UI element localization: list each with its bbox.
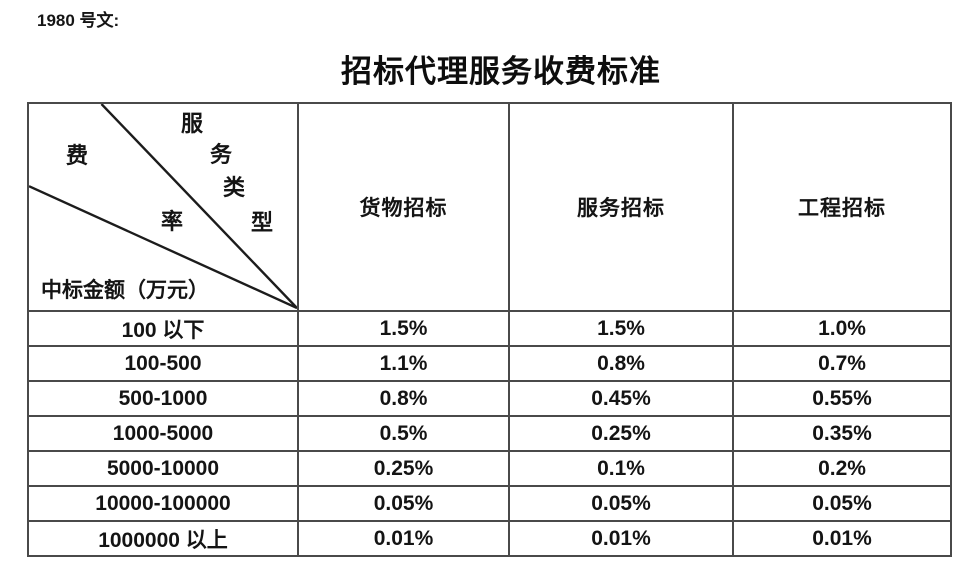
rate-value: 0.35%	[732, 415, 952, 452]
doc-number: 1980 号文:	[37, 11, 120, 30]
row-label-amount-range: 500-1000	[27, 380, 299, 417]
column-header-engineering: 工程招标	[732, 102, 952, 312]
corner-service-type-char: 务	[210, 142, 233, 167]
table-row: 1000-5000 0.5% 0.25% 0.35%	[27, 415, 952, 452]
diagonal-divider-lines	[29, 104, 297, 310]
rate-value: 0.25%	[508, 415, 734, 452]
corner-service-type-char: 类	[223, 175, 246, 200]
rate-value: 0.05%	[297, 485, 510, 522]
page-title: 招标代理服务收费标准	[341, 54, 661, 89]
rate-value: 0.1%	[508, 450, 734, 487]
rate-value: 0.2%	[732, 450, 952, 487]
rate-value: 0.8%	[297, 380, 510, 417]
rate-value: 0.05%	[732, 485, 952, 522]
rate-value: 1.5%	[508, 310, 734, 347]
row-label-amount-range: 1000000 以上	[27, 520, 299, 557]
table-row: 500-1000 0.8% 0.45% 0.55%	[27, 380, 952, 417]
corner-service-type-char: 服	[181, 111, 204, 136]
row-label-amount-range: 5000-10000	[27, 450, 299, 487]
row-label-amount-range: 10000-100000	[27, 485, 299, 522]
row-label-amount-range: 1000-5000	[27, 415, 299, 452]
row-axis-label: 中标金额（万元）	[41, 278, 209, 302]
corner-service-type-char: 型	[251, 210, 274, 235]
corner-header-cell: 服 务 类 型 费 率 中标金额（万元）	[27, 102, 299, 312]
fee-table-body: 100 以下 1.5% 1.5% 1.0% 100-500 1.1% 0.8% 0.7% 500…	[27, 310, 952, 557]
rate-value: 1.1%	[297, 345, 510, 382]
rate-value: 0.01%	[732, 520, 952, 557]
corner-rate-char: 率	[161, 209, 184, 234]
rate-value: 0.01%	[297, 520, 510, 557]
table-row: 1000000 以上 0.01% 0.01% 0.01%	[27, 520, 952, 557]
row-label-amount-range: 100 以下	[27, 310, 299, 347]
rate-value: 1.5%	[297, 310, 510, 347]
table-row: 10000-100000 0.05% 0.05% 0.05%	[27, 485, 952, 522]
rate-value: 0.01%	[508, 520, 734, 557]
rate-value: 0.55%	[732, 380, 952, 417]
column-header-goods: 货物招标	[297, 102, 510, 312]
rate-value: 0.5%	[297, 415, 510, 452]
rate-value: 0.7%	[732, 345, 952, 382]
rate-value: 0.05%	[508, 485, 734, 522]
rate-value: 0.25%	[297, 450, 510, 487]
table-header-row: 服 务 类 型 费 率 中标金额（万元） 货物招标 服务招标 工程招标	[27, 102, 952, 312]
rate-value: 0.45%	[508, 380, 734, 417]
fee-table: 服 务 类 型 费 率 中标金额（万元） 货物招标 服务招标 工程招标 100 …	[27, 102, 952, 557]
rate-value: 1.0%	[732, 310, 952, 347]
row-label-amount-range: 100-500	[27, 345, 299, 382]
table-row: 5000-10000 0.25% 0.1% 0.2%	[27, 450, 952, 487]
rate-value: 0.8%	[508, 345, 734, 382]
column-header-services: 服务招标	[508, 102, 734, 312]
table-row: 100 以下 1.5% 1.5% 1.0%	[27, 310, 952, 347]
corner-rate-char: 费	[66, 143, 89, 168]
table-row: 100-500 1.1% 0.8% 0.7%	[27, 345, 952, 382]
